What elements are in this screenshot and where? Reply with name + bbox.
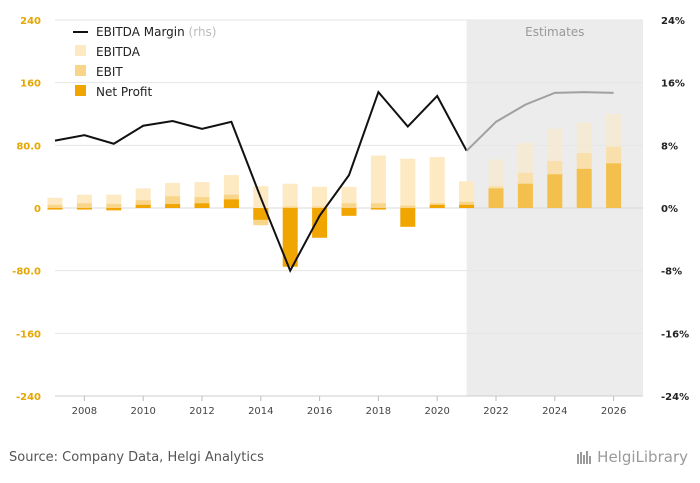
y-right-tick-label: -16% (661, 329, 689, 340)
x-tick-label: 2008 (72, 406, 97, 417)
bar-ebit (400, 205, 416, 208)
x-tick-label: 2012 (189, 406, 214, 417)
legend-swatch (75, 45, 86, 56)
y-right-tick-label: 16% (661, 79, 685, 90)
y-right-tick-label: 0% (661, 204, 678, 215)
helgi-library-logo[interactable]: HelgiLibrary (576, 448, 688, 466)
x-tick-label: 2014 (248, 406, 273, 417)
bar-net-profit (135, 204, 151, 208)
bar-net-profit (576, 168, 592, 208)
bar-ebitda (312, 186, 328, 208)
line-ebitda-margin-estimate (465, 91, 614, 152)
bar-ebit (76, 203, 92, 208)
bar-net-profit (312, 208, 328, 238)
legend-label: Net Profit (96, 85, 152, 99)
x-tick-label: 2018 (366, 406, 391, 417)
bar-net-profit (488, 188, 504, 208)
line-ebitda-margin (54, 90, 468, 274)
y-left-tick-label: 80.0 (16, 141, 41, 152)
logo-text: HelgiLibrary (597, 448, 688, 466)
bar-net-profit (400, 208, 416, 227)
bar-ebitda (282, 183, 298, 208)
bar-ebitda (400, 158, 416, 208)
y-right-tick-label: 8% (661, 141, 678, 152)
x-tick-label: 2022 (483, 406, 508, 417)
bar-net-profit (429, 204, 445, 208)
y-left-tick-label: -240 (16, 392, 41, 403)
bar-net-profit (606, 163, 622, 208)
bar-net-profit (165, 204, 181, 208)
y-right-tick-label: -8% (661, 267, 682, 278)
legend-note: (rhs) (185, 25, 217, 39)
y-left-tick-label: 240 (20, 16, 41, 27)
legend-swatch (75, 65, 86, 76)
bar-net-profit (194, 203, 210, 208)
bar-net-profit (547, 174, 563, 208)
bar-ebitda (370, 155, 386, 208)
y-left-tick-label: 160 (20, 79, 41, 90)
legend-label: EBITDA (96, 45, 141, 59)
y-left-tick-label: -80.0 (12, 267, 41, 278)
bar-net-profit (47, 208, 63, 210)
bar-net-profit (370, 208, 386, 210)
bar-net-profit (282, 208, 298, 267)
bar-ebit (312, 206, 328, 208)
bar-ebitda (459, 181, 475, 208)
chart-canvas: Estimates 240 160 80.0 0 -80.0 -160 -240 24% 16% 8… (12, 16, 689, 417)
bar-ebitda (341, 186, 357, 208)
bar-ebit (47, 204, 63, 208)
legend-label: EBITDA Margin (rhs) (96, 25, 217, 39)
legend-swatch (75, 85, 86, 96)
bar-net-profit (106, 208, 122, 211)
bar-net-profit (517, 183, 533, 208)
bar-net-profit (223, 199, 239, 208)
legend-label: EBIT (96, 65, 123, 79)
x-tick-label: 2010 (130, 406, 155, 417)
y-left-tick-label: 0 (34, 204, 41, 215)
x-tick-label: 2020 (424, 406, 449, 417)
bar-ebitda (429, 157, 445, 208)
bar-ebit (341, 203, 357, 208)
x-tick-label: 2016 (307, 406, 332, 417)
y-right-tick-label: -24% (661, 392, 689, 403)
x-tick-label: 2026 (601, 406, 626, 417)
y-left-tick-label: -160 (16, 329, 41, 340)
bar-net-profit (253, 208, 269, 220)
x-tick-label: 2024 (542, 406, 567, 417)
library-logo-icon (577, 451, 592, 464)
bar-net-profit (76, 208, 92, 210)
source-note: Source: Company Data, Helgi Analytics (9, 450, 264, 465)
bar-ebit (370, 203, 386, 208)
bar-ebit (165, 196, 181, 208)
y-right-tick-label: 24% (661, 16, 685, 27)
bar-ebit (282, 206, 298, 208)
legend: EBITDA Margin (rhs) EBITDA EBIT Net Profit (73, 25, 217, 99)
bar-ebit (135, 200, 151, 208)
bar-ebitda (47, 197, 63, 208)
bar-net-profit (459, 204, 475, 208)
bar-net-profit (341, 208, 357, 216)
estimates-label: Estimates (525, 25, 584, 39)
bar-ebit (194, 197, 210, 208)
bar-ebit (106, 204, 122, 208)
